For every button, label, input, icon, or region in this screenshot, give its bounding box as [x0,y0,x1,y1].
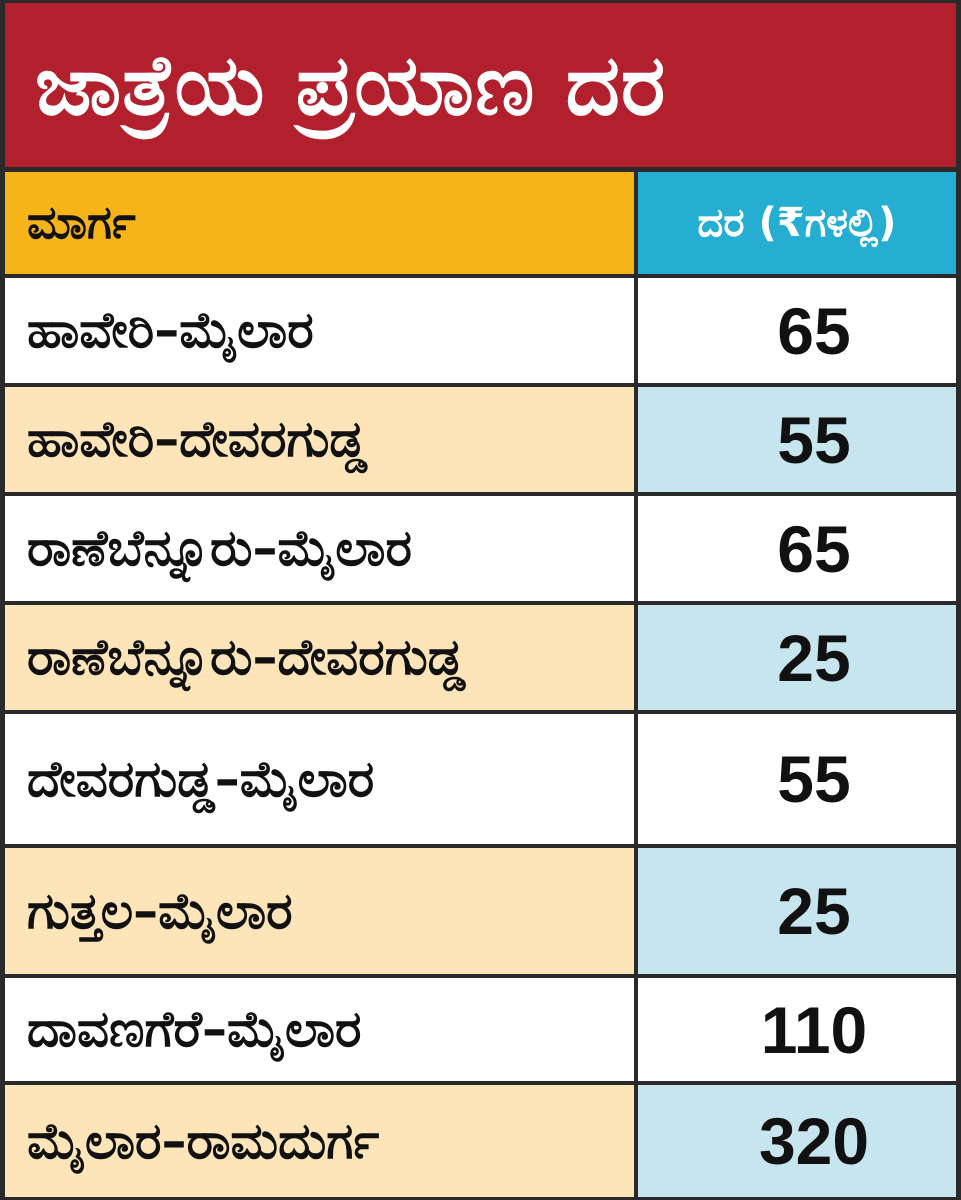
table-row: ಹಾವೇರಿ–ದೇವರಗುಡ್ಡ 55 [5,387,956,492]
rate-cell: 110 [638,978,956,1081]
route-cell: ರಾಣೆಬೆನ್ನೂರು–ದೇವರಗುಡ್ಡ [5,605,634,710]
table-row: ರಾಣೆಬೆನ್ನೂರು–ಮೈಲಾರ 65 [5,496,956,601]
route-column-header: ಮಾರ್ಗ [5,172,634,274]
route-cell: ಗುತ್ತಲ–ಮೈಲಾರ [5,848,634,974]
rate-cell: 65 [638,278,956,383]
title-banner: ಜಾತ್ರೆಯ ಪ್ರಯಾಣ ದರ [5,3,956,167]
table-row: ರಾಣೆಬೆನ್ನೂರು–ದೇವರಗುಡ್ಡ 25 [5,605,956,710]
route-cell: ಮೈಲಾರ–ರಾಮದುರ್ಗ [5,1085,634,1197]
rate-column-header: ದರ (₹ಗಳಲ್ಲಿ) [638,172,956,274]
table-row: ಗುತ್ತಲ–ಮೈಲಾರ 25 [5,848,956,974]
table-header-row: ಮಾರ್ಗ ದರ (₹ಗಳಲ್ಲಿ) [5,172,956,274]
rate-cell: 25 [638,848,956,974]
rate-cell: 55 [638,387,956,492]
rate-cell: 320 [638,1085,956,1197]
table-row: ಹಾವೇರಿ–ಮೈಲಾರ 65 [5,278,956,383]
route-cell: ರಾಣೆಬೆನ್ನೂರು–ಮೈಲಾರ [5,496,634,601]
rate-cell: 25 [638,605,956,710]
route-cell: ಹಾವೇರಿ–ದೇವರಗುಡ್ಡ [5,387,634,492]
route-cell: ದಾವಣಗೆರೆ–ಮೈಲಾರ [5,978,634,1081]
table-row: ಮೈಲಾರ–ರಾಮದುರ್ಗ 320 [5,1085,956,1197]
rate-cell: 55 [638,714,956,844]
rate-cell: 65 [638,496,956,601]
table-row: ದಾವಣಗೆರೆ–ಮೈಲಾರ 110 [5,978,956,1081]
route-cell: ದೇವರಗುಡ್ಡ–ಮೈಲಾರ [5,714,634,844]
page-title: ಜಾತ್ರೆಯ ಪ್ರಯಾಣ ದರ [35,36,667,134]
table-row: ದೇವರಗುಡ್ಡ–ಮೈಲಾರ 55 [5,714,956,844]
route-cell: ಹಾವೇರಿ–ಮೈಲಾರ [5,278,634,383]
